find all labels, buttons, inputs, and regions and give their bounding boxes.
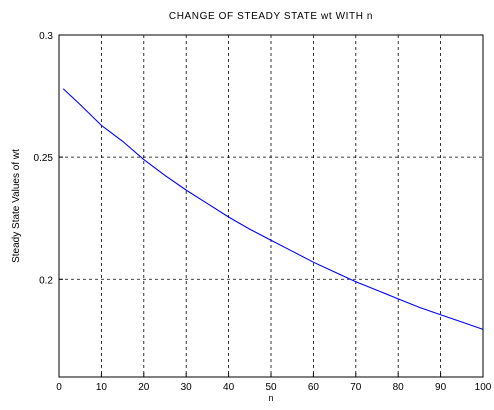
y-axis-label: Steady State Values of wt <box>11 149 22 263</box>
x-tick-label: 30 <box>181 382 193 393</box>
y-tick-label: 0.25 <box>34 153 54 164</box>
chart-title: CHANGE OF STEADY STATE wt WITH n <box>169 11 373 22</box>
x-tick-label: 20 <box>138 382 150 393</box>
x-tick-label: 100 <box>475 382 492 393</box>
axis-ticks: 0 10 20 30 40 50 60 70 80 90 100 0.2 0.25 0.3 <box>34 31 492 393</box>
x-tick-label: 0 <box>56 382 62 393</box>
x-tick-label: 80 <box>393 382 405 393</box>
grid-lines <box>59 35 483 377</box>
series-layer <box>62 88 484 330</box>
x-tick-label: 70 <box>350 382 362 393</box>
x-tick-label: 50 <box>265 382 277 393</box>
y-tick-label: 0.2 <box>39 275 53 286</box>
x-axis-label: n <box>268 393 273 403</box>
x-tick-label: 90 <box>435 382 447 393</box>
x-tick-label: 60 <box>308 382 320 393</box>
x-tick-label: 40 <box>223 382 235 393</box>
y-tick-label: 0.3 <box>39 31 53 42</box>
x-tick-label: 10 <box>96 382 108 393</box>
series-line <box>62 88 484 330</box>
